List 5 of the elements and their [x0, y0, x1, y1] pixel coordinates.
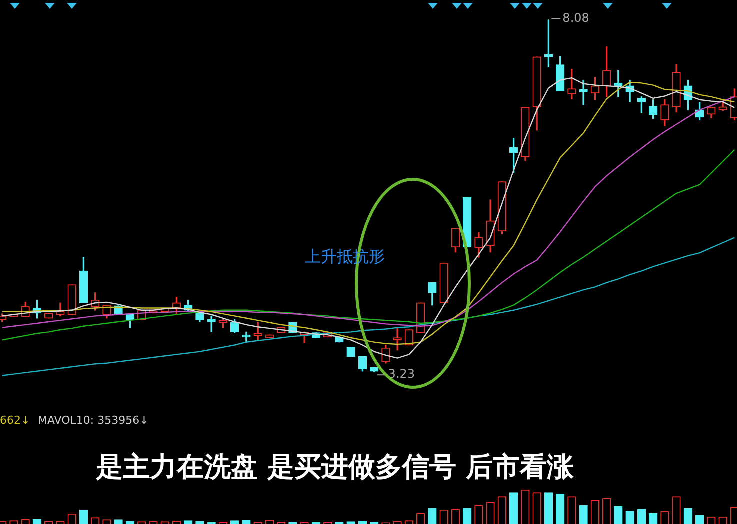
text: 是主力在洗盘 是买进做多信号 后市看涨	[92, 449, 578, 485]
text: MAVOL10: 353956↓	[38, 414, 149, 427]
annotation: 3.23	[388, 367, 416, 382]
text: 662↓	[0, 414, 30, 427]
annotation: 8.08	[562, 11, 590, 26]
